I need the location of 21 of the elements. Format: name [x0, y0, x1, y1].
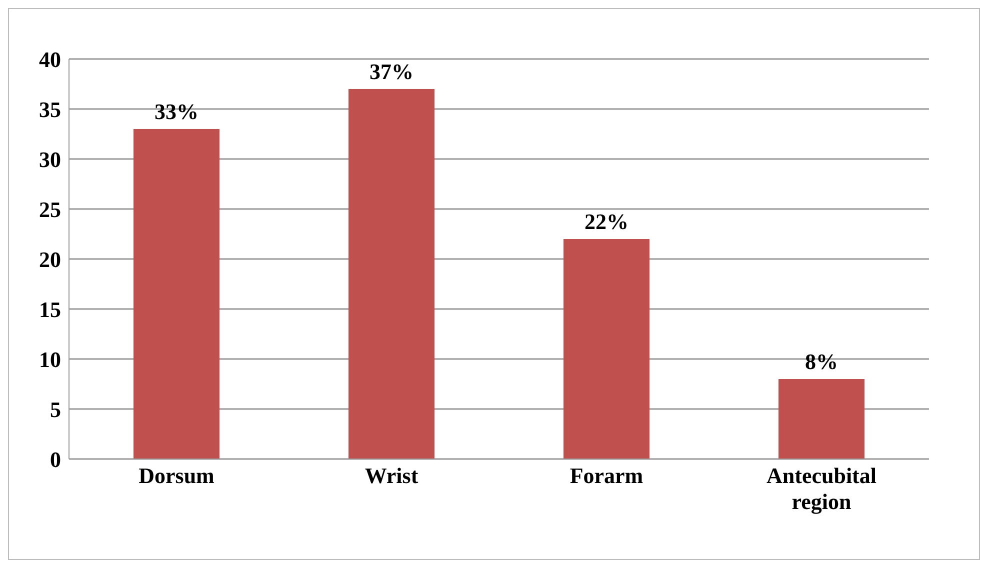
x-tick-label: Wrist	[364, 463, 419, 488]
y-tick-label: 30	[39, 146, 61, 172]
data-label: 33%	[154, 99, 198, 124]
y-tick-label: 40	[39, 46, 61, 72]
y-tick-label: 20	[39, 246, 61, 272]
x-tick-label: Antecubital region	[766, 463, 876, 514]
bar	[778, 379, 864, 459]
bar	[134, 129, 220, 459]
y-tick-label: 15	[39, 296, 61, 322]
bar	[564, 239, 650, 459]
x-tick-label: Forarm	[570, 463, 644, 488]
bar	[348, 89, 434, 459]
data-label: 37%	[370, 59, 414, 84]
y-tick-label: 35	[39, 96, 61, 122]
y-tick-label: 0	[50, 446, 61, 472]
x-tick-label: Dorsum	[138, 463, 214, 488]
y-tick-label: 5	[50, 396, 61, 422]
data-label: 22%	[584, 209, 628, 234]
y-tick-label: 10	[39, 346, 61, 372]
data-label: 8%	[805, 349, 838, 374]
y-tick-label: 25	[39, 196, 61, 222]
